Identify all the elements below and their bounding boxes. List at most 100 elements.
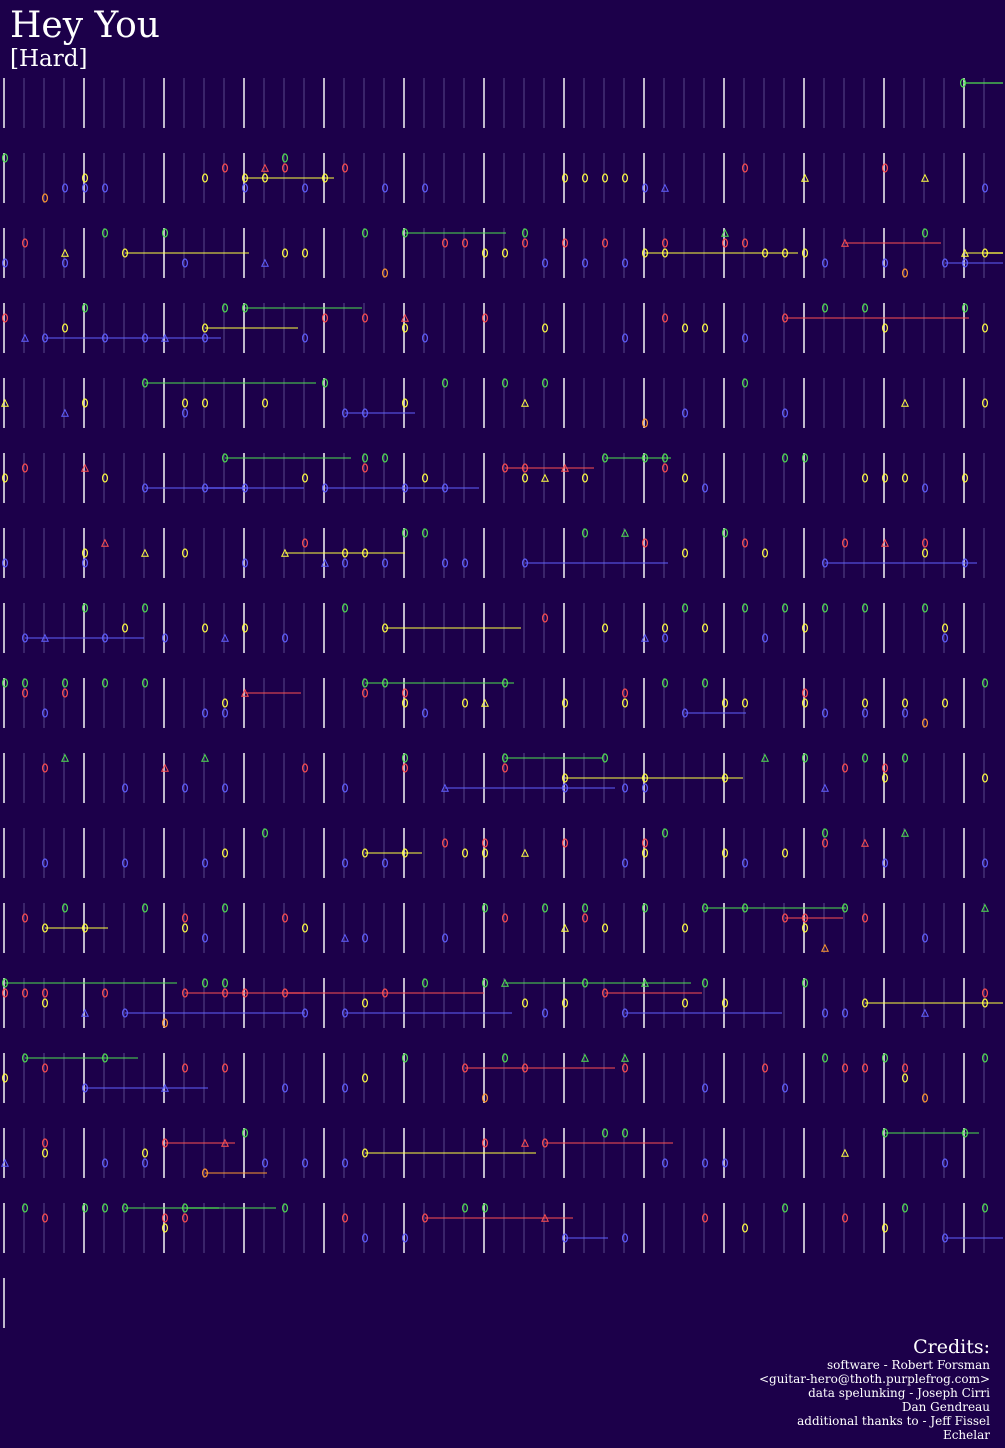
note-red xyxy=(222,988,229,998)
star-note-red xyxy=(400,313,410,322)
note-green xyxy=(81,303,88,313)
note-red xyxy=(322,313,329,323)
note-blue xyxy=(302,333,309,343)
note-yellow xyxy=(901,1073,908,1083)
note-green xyxy=(961,303,968,313)
note-red xyxy=(41,988,48,998)
note-red xyxy=(442,838,449,848)
note-orange xyxy=(382,268,389,278)
note-yellow xyxy=(81,173,88,183)
note-yellow xyxy=(961,473,968,483)
note-yellow xyxy=(901,473,908,483)
note-yellow xyxy=(721,698,728,708)
note-blue xyxy=(621,1233,628,1243)
star-note-yellow xyxy=(60,248,70,257)
star-note-yellow xyxy=(0,398,10,407)
star-note-yellow xyxy=(960,248,970,257)
note-red xyxy=(821,838,828,848)
note-red xyxy=(981,988,988,998)
note-red xyxy=(861,1063,868,1073)
star-note-blue xyxy=(640,633,650,642)
note-green xyxy=(101,1053,108,1063)
note-green xyxy=(541,378,548,388)
note-yellow xyxy=(382,623,389,633)
note-green xyxy=(242,303,249,313)
note-red xyxy=(561,838,568,848)
note-yellow xyxy=(801,623,808,633)
chart-row xyxy=(1,528,985,578)
note-blue xyxy=(382,858,389,868)
note-green xyxy=(61,678,68,688)
note-yellow xyxy=(561,998,568,1008)
note-green xyxy=(342,603,349,613)
note-red xyxy=(22,913,29,923)
note-yellow xyxy=(362,998,369,1008)
note-yellow xyxy=(121,248,128,258)
note-green xyxy=(641,903,648,913)
note-blue xyxy=(701,1083,708,1093)
note-blue xyxy=(521,558,528,568)
song-title: Hey You xyxy=(10,5,160,46)
note-green xyxy=(701,678,708,688)
note-yellow xyxy=(282,248,289,258)
note-yellow xyxy=(1,473,9,483)
note-blue xyxy=(382,558,389,568)
chart-row xyxy=(0,1128,985,1178)
note-yellow xyxy=(362,1148,369,1158)
star-note-red xyxy=(240,688,250,697)
note-red xyxy=(841,1063,848,1073)
note-green xyxy=(821,828,828,838)
note-blue xyxy=(941,258,948,268)
credits-line: additional thanks to - Jeff Fissel xyxy=(797,1414,990,1428)
note-orange xyxy=(641,418,648,428)
star-note-yellow xyxy=(920,173,930,182)
note-green xyxy=(781,1203,788,1213)
note-blue xyxy=(362,408,369,418)
star-note-yellow xyxy=(840,1148,850,1157)
note-red xyxy=(182,913,189,923)
note-yellow xyxy=(801,248,808,258)
note-green xyxy=(581,978,588,988)
note-blue xyxy=(442,933,449,943)
note-yellow xyxy=(761,248,768,258)
note-green xyxy=(601,1128,608,1138)
note-blue xyxy=(981,183,988,193)
note-red xyxy=(41,763,48,773)
note-blue xyxy=(22,633,29,643)
note-yellow xyxy=(1,1073,9,1083)
note-red xyxy=(362,463,369,473)
note-green xyxy=(22,1053,29,1063)
note-red xyxy=(22,463,29,473)
note-yellow xyxy=(601,173,608,183)
note-blue xyxy=(362,933,369,943)
note-red xyxy=(22,238,29,248)
note-green xyxy=(182,1203,189,1213)
note-blue xyxy=(101,183,108,193)
star-note-blue xyxy=(920,1008,930,1017)
note-yellow xyxy=(861,998,868,1008)
note-red xyxy=(362,313,369,323)
note-yellow xyxy=(262,173,269,183)
note-blue xyxy=(661,1158,668,1168)
note-red xyxy=(661,238,668,248)
note-blue xyxy=(821,558,828,568)
note-yellow xyxy=(581,173,588,183)
note-red xyxy=(581,913,588,923)
note-green xyxy=(1,153,9,163)
chart-row xyxy=(3,903,990,953)
note-blue xyxy=(342,558,349,568)
note-yellow xyxy=(521,473,528,483)
note-blue xyxy=(981,858,988,868)
note-green xyxy=(701,903,708,913)
note-blue xyxy=(342,783,349,793)
note-green xyxy=(382,453,389,463)
note-blue xyxy=(621,858,628,868)
note-blue xyxy=(142,1158,149,1168)
note-yellow xyxy=(81,548,88,558)
note-blue xyxy=(262,1158,269,1168)
note-red xyxy=(881,163,888,173)
note-yellow xyxy=(142,1148,149,1158)
note-blue xyxy=(901,708,908,718)
note-green xyxy=(981,1203,988,1213)
note-yellow xyxy=(362,1073,369,1083)
